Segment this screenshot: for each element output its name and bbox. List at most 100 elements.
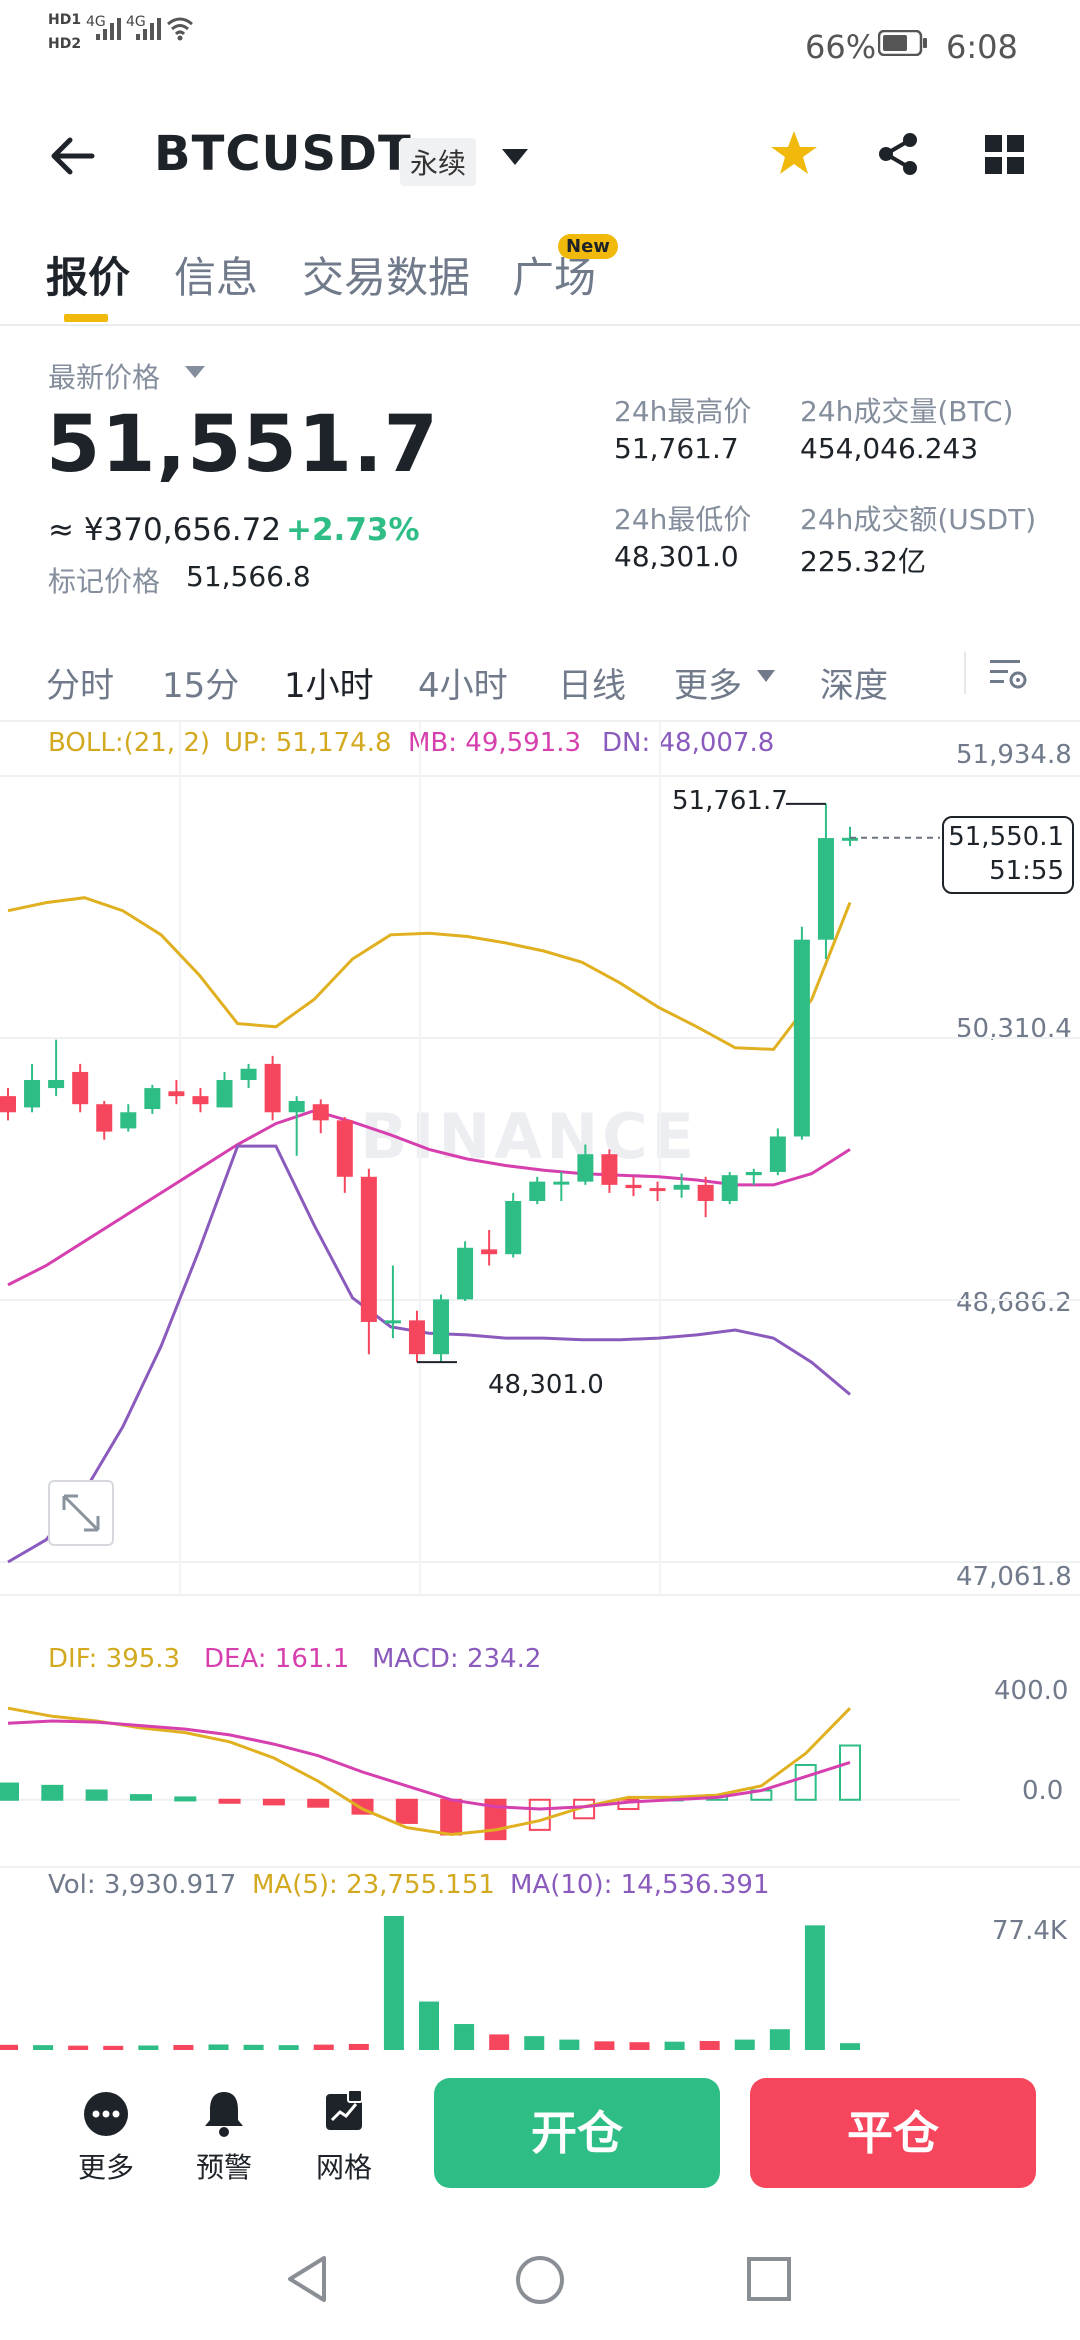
- candle-body: [673, 1184, 690, 1190]
- candle-body: [192, 1096, 209, 1105]
- active-tab-indicator: [64, 314, 108, 322]
- volume-bar: [348, 2043, 369, 2050]
- boll-label: BOLL:(21, 2): [48, 728, 211, 758]
- macd-histogram-bar: [0, 1782, 19, 1801]
- wifi-icon: [167, 17, 193, 41]
- last-price: 51,551.7: [46, 400, 439, 490]
- volume-bar: [243, 2044, 264, 2050]
- candle-body: [216, 1080, 233, 1108]
- more-icon[interactable]: [82, 2090, 130, 2138]
- mark-price-label: 标记价格: [48, 565, 161, 598]
- macd-histogram-bar: [218, 1798, 241, 1804]
- macd-histogram-bar: [129, 1794, 152, 1801]
- macd-histogram-bar: [528, 1798, 551, 1831]
- volume-bar: [664, 2041, 685, 2050]
- macd-y-tick-1: 400.0: [994, 1676, 1069, 1706]
- y-tick-1: 51,934.8: [956, 740, 1072, 770]
- favorite-star-icon[interactable]: [768, 128, 820, 178]
- stat-volume-value: 454,046.243: [800, 432, 979, 465]
- chart-top-border: [0, 720, 1080, 722]
- battery-icon: [878, 30, 927, 56]
- volume-bar: [0, 2044, 18, 2050]
- macd-value: MACD: 234.2: [372, 1644, 542, 1674]
- macd-histogram-bar: [262, 1798, 285, 1806]
- volume-bar: [278, 2045, 299, 2050]
- volume-bar: [103, 2045, 124, 2050]
- fullscreen-button[interactable]: [48, 1480, 114, 1546]
- footer-grid-label[interactable]: 网格: [315, 2151, 372, 2184]
- stat-turnover-label: 24h成交额(USDT): [800, 503, 1037, 536]
- stat-low-label: 24h最低价: [614, 503, 752, 536]
- volume-bar: [804, 1925, 825, 2050]
- volume-bar: [594, 2041, 615, 2050]
- interval-divider: [964, 652, 966, 694]
- open-position-button[interactable]: 开仓: [434, 2078, 720, 2188]
- chart-settings-icon[interactable]: [988, 656, 1030, 694]
- macd-y-tick-2: 0.0: [1022, 1776, 1064, 1806]
- candle-body: [793, 939, 810, 1137]
- tab-info[interactable]: 信息: [174, 253, 259, 302]
- volume-bar: [769, 2029, 790, 2050]
- tab-trading-data[interactable]: 交易数据: [302, 253, 471, 302]
- tab-quote[interactable]: 报价: [46, 253, 131, 302]
- interval-depth[interactable]: 深度: [820, 666, 888, 706]
- change-percent: +2.73%: [286, 512, 420, 548]
- macd-histogram-bar: [794, 1764, 817, 1801]
- boll-mb-line: [7, 1109, 851, 1287]
- latest-price-label[interactable]: 最新价格: [48, 361, 161, 394]
- footer-more-label[interactable]: 更多: [77, 2151, 134, 2184]
- boll-dn-line: [7, 1144, 851, 1564]
- interval-15m[interactable]: 15分: [162, 666, 240, 706]
- volume-chart: [0, 1916, 860, 2050]
- candle-body: [817, 838, 834, 940]
- symbol-dropdown-icon[interactable]: [500, 146, 530, 168]
- grid-chart-icon[interactable]: [322, 2088, 366, 2134]
- candle-body: [384, 1320, 401, 1324]
- interval-timeshare[interactable]: 分时: [46, 666, 114, 706]
- macd-histogram-bar: [395, 1798, 418, 1824]
- stat-high-label: 24h最高价: [614, 395, 752, 428]
- nav-home-icon[interactable]: [514, 2254, 566, 2306]
- interval-more[interactable]: 更多: [674, 666, 742, 706]
- candle-body: [697, 1184, 714, 1201]
- interval-1h[interactable]: 1小时: [284, 666, 374, 706]
- volume-bar: [454, 2024, 475, 2050]
- candle-body: [24, 1080, 41, 1108]
- stat-volume-label: 24h成交量(BTC): [800, 395, 1014, 428]
- nav-recents-icon[interactable]: [746, 2256, 792, 2302]
- macd-histogram-bar: [85, 1789, 108, 1801]
- candle-body: [360, 1176, 377, 1322]
- candle-body: [288, 1100, 305, 1113]
- candle-body: [312, 1104, 329, 1121]
- boll-dn: DN: 48,007.8: [602, 728, 775, 758]
- interval-daily[interactable]: 日线: [558, 666, 626, 706]
- footer-alert-label[interactable]: 预警: [195, 2151, 252, 2184]
- expand-icon: [62, 1494, 100, 1532]
- macd-histogram-bar: [174, 1796, 197, 1802]
- layout-grid-icon[interactable]: [984, 134, 1026, 176]
- back-arrow-icon[interactable]: [48, 134, 98, 178]
- interval-more-dropdown-icon[interactable]: [756, 668, 776, 684]
- network-type-1: 4G: [86, 14, 106, 30]
- candle-body: [601, 1154, 618, 1185]
- interval-4h[interactable]: 4小时: [418, 666, 508, 706]
- tab-square[interactable]: 广场: [512, 253, 597, 302]
- candle-body: [72, 1071, 89, 1105]
- volume-bar: [734, 2039, 755, 2050]
- macd-histogram-bar: [41, 1784, 64, 1801]
- macd-dif: DIF: 395.3: [48, 1644, 181, 1674]
- bell-icon[interactable]: [202, 2088, 246, 2138]
- candle-body: [553, 1181, 570, 1185]
- candlestick-chart[interactable]: [0, 722, 1080, 1594]
- symbol-title[interactable]: BTCUSDT: [154, 126, 412, 182]
- stat-high-value: 51,761.7: [614, 432, 739, 465]
- latest-price-dropdown-icon[interactable]: [184, 364, 206, 380]
- candle-body: [408, 1320, 425, 1355]
- signal-icon: [96, 18, 121, 40]
- macd-histogram-bar: [839, 1744, 861, 1801]
- nav-back-icon[interactable]: [284, 2254, 332, 2304]
- volume-top-border: [0, 1866, 1080, 1868]
- candle-body: [649, 1188, 666, 1192]
- share-icon[interactable]: [874, 130, 922, 178]
- close-position-button[interactable]: 平仓: [750, 2078, 1036, 2188]
